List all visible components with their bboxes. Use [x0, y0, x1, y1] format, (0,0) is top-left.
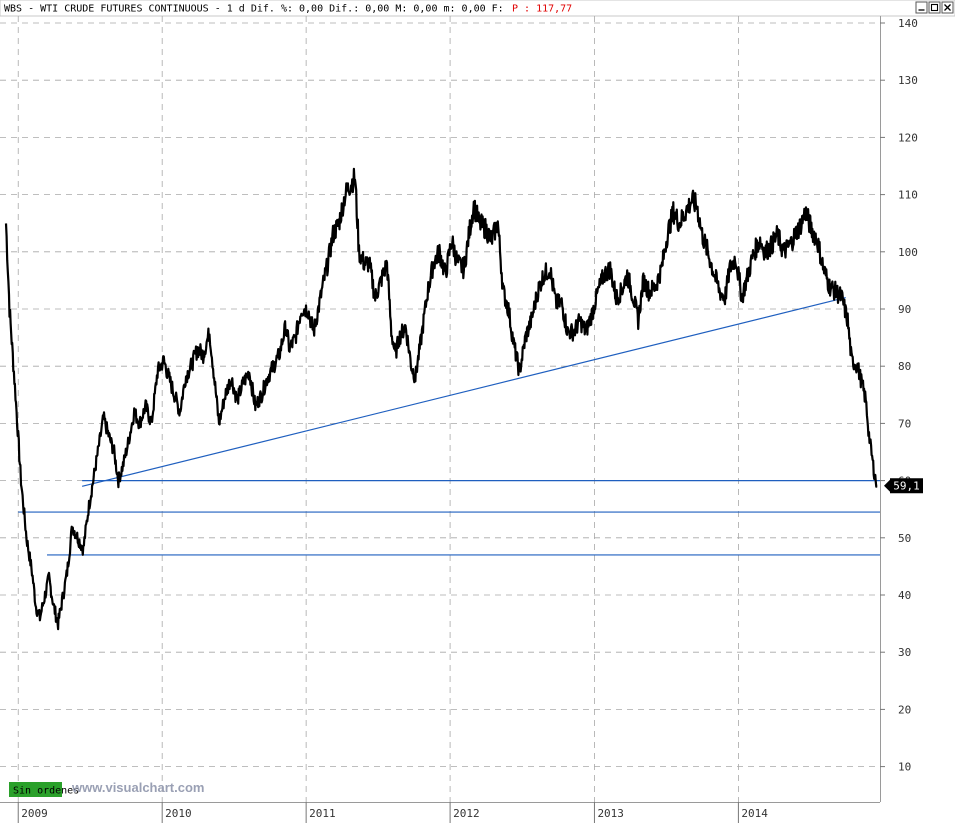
- grid: [0, 16, 880, 802]
- close-icon[interactable]: [941, 1, 954, 14]
- x-axis: 2009 2010 2011 2012 2013 2014: [17, 802, 768, 823]
- maximize-icon[interactable]: [928, 1, 941, 14]
- y-tick-label: 130: [898, 74, 918, 87]
- x-tick-label: 2010: [165, 807, 192, 820]
- y-tick-label: 140: [898, 17, 918, 30]
- y-tick-label: 80: [898, 360, 911, 373]
- x-tick-label: 2011: [309, 807, 336, 820]
- orders-badge-label: Sin ordenes: [13, 786, 79, 797]
- watermark: www.visualchart.com: [71, 780, 204, 795]
- y-tick-label: 110: [898, 189, 918, 202]
- last-price-value: 59,1: [893, 480, 920, 493]
- y-tick-label: 10: [898, 761, 911, 774]
- minimize-icon[interactable]: [915, 1, 928, 14]
- header-bar: [0, 0, 955, 17]
- y-tick-label: 100: [898, 246, 918, 259]
- y-tick-label: 50: [898, 532, 911, 545]
- x-tick-label: 2013: [597, 807, 624, 820]
- y-tick-label: 70: [898, 417, 911, 430]
- x-tick-label: 2014: [741, 807, 768, 820]
- y-tick-label: 20: [898, 703, 911, 716]
- header-price: P : 117,77: [512, 4, 572, 15]
- chart-title: WBS - WTI CRUDE FUTURES CONTINUOUS - 1 d…: [4, 4, 504, 15]
- x-tick-label: 2009: [21, 807, 47, 820]
- drawn-lines: [18, 296, 880, 556]
- plot-area: [4, 167, 880, 631]
- price-series: [4, 167, 878, 631]
- y-tick-label: 90: [898, 303, 911, 316]
- y-tick-label: 120: [898, 131, 918, 144]
- last-price-tag: 59,1: [884, 478, 923, 494]
- orders-badge[interactable]: Sin ordenes: [9, 782, 79, 797]
- window-buttons: [915, 1, 954, 14]
- y-tick-label: 30: [898, 646, 911, 659]
- trendline: [81, 296, 846, 487]
- y-axis: 140130120110100908070605040302010: [880, 17, 918, 774]
- y-tick-label: 40: [898, 589, 911, 602]
- x-tick-label: 2012: [453, 807, 480, 820]
